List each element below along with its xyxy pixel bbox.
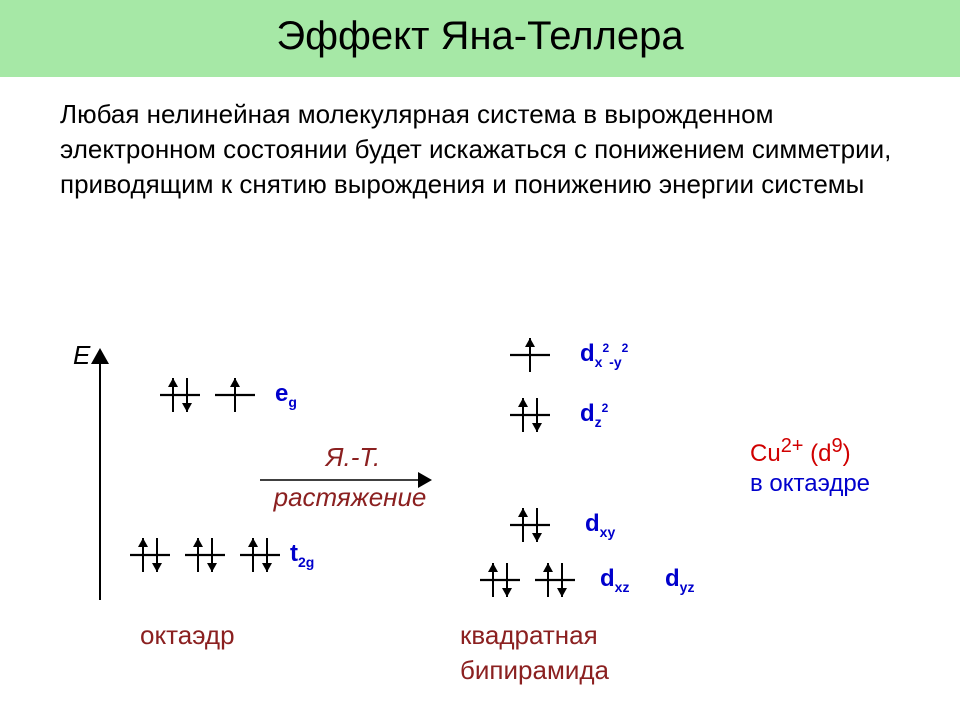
page-title: Эффект Яна-Теллера <box>276 14 683 58</box>
transition-label-bottom: растяжение <box>255 482 445 513</box>
label-dz2: dz2 <box>580 400 608 430</box>
side-note-cu: Cu2+ (d9) <box>750 435 851 468</box>
label-dyz: dyz <box>665 565 694 595</box>
description-text: Любая нелинейная молекулярная система в … <box>60 97 920 202</box>
transition-label-top: Я.-Т. <box>283 442 423 473</box>
geometry-right-2: бипирамида <box>460 655 609 686</box>
label-t2g: t2g <box>290 540 314 570</box>
side-note-oct: в октаэдре <box>750 470 870 498</box>
label-dx2y2: dx2-y2 <box>580 340 628 370</box>
geometry-left: октаэдр <box>140 620 235 651</box>
title-bar: Эффект Яна-Теллера <box>0 0 960 77</box>
label-eg: eg <box>275 380 297 410</box>
energy-axis-label: E <box>73 340 90 371</box>
geometry-right-1: квадратная <box>460 620 598 651</box>
label-dxz: dxz <box>600 565 629 595</box>
energy-diagram: E eg t2g dx2-y2 dz2 dxy dxz dyz Я.-Т. ра… <box>0 330 960 720</box>
label-dxy: dxy <box>585 510 615 540</box>
